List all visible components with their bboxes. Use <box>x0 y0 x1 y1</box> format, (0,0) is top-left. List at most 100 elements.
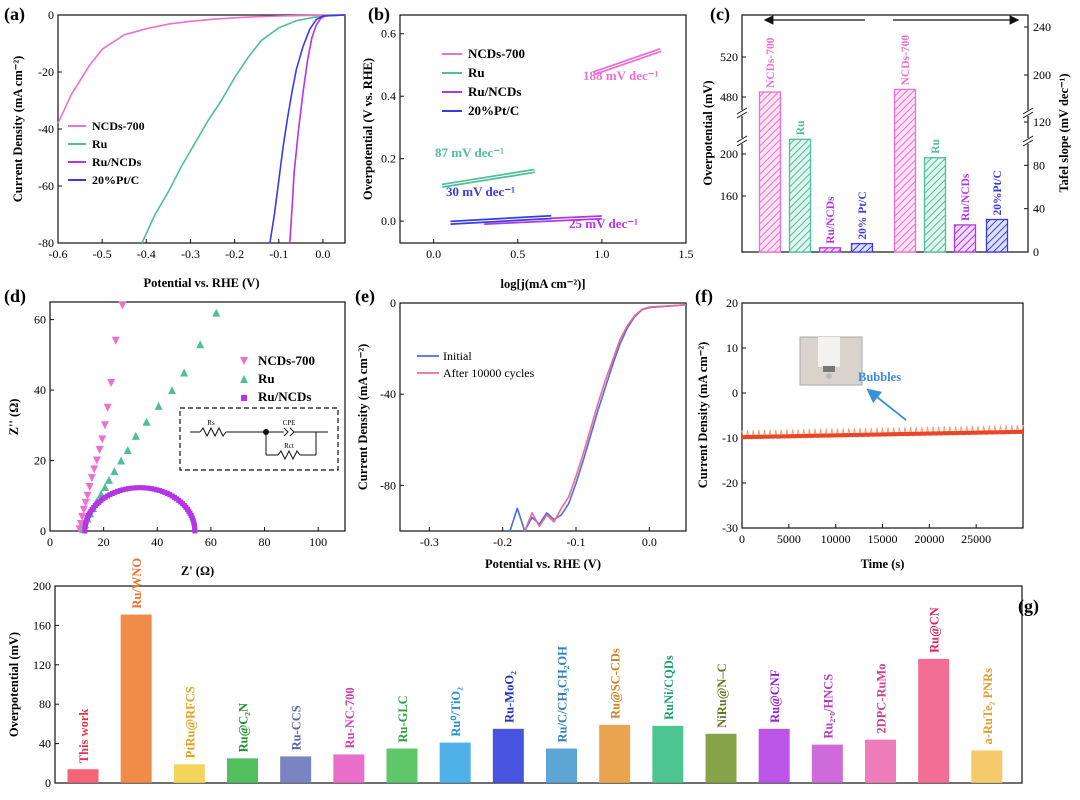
a-legend-label: NCDs-700 <box>92 119 145 133</box>
g-bar <box>67 769 99 783</box>
e-legend-label: After 10000 cycles <box>443 366 535 380</box>
d-legend-label: NCDs-700 <box>258 353 315 368</box>
d-x-tick-label: 40 <box>151 535 163 549</box>
d-point-runcds <box>125 486 131 492</box>
c-tafel-bar <box>985 218 1009 253</box>
c-tafel-bar <box>953 224 977 253</box>
a-legend-label: Ru <box>92 137 108 151</box>
panel-label-b: (b) <box>368 4 390 25</box>
g-bar <box>865 739 896 783</box>
d-point-ncds <box>83 491 92 500</box>
c-axis-break-mark <box>736 135 748 143</box>
e-series-Initial <box>509 304 687 532</box>
c-axis-break-gap <box>739 138 745 144</box>
d-legend-marker-runcds <box>241 395 247 401</box>
d-point-ncds <box>111 336 120 345</box>
g-bar <box>599 724 631 783</box>
g-y-tick-label: 160 <box>33 618 51 632</box>
a-legend-label: 20%Pt/C <box>92 173 139 187</box>
d-x-tick-label: 0 <box>47 535 53 549</box>
a-series-20%Pt/C <box>269 14 346 244</box>
g-bar-label: Ru-NC-700 <box>343 687 357 748</box>
e-legend-label: Initial <box>443 349 472 363</box>
a-x-tick-label: -0.2 <box>225 247 244 261</box>
d-x-tick-label: 20 <box>98 535 110 549</box>
d-point-runcds <box>145 485 151 491</box>
g-bar <box>173 764 205 783</box>
b-legend-label: Ru/NCDs <box>468 84 521 99</box>
g-bar-label: Ru₂.₀/HNCS <box>821 674 835 739</box>
d-point-ncds <box>79 505 88 514</box>
a-x-tick-label: 0.0 <box>315 247 330 261</box>
e-y-tick-label: -40 <box>380 387 396 401</box>
panel-label-a: (a) <box>4 4 25 25</box>
d-point-ru <box>180 368 189 377</box>
d-point-runcds <box>162 489 168 495</box>
d-point-ncds <box>87 474 96 483</box>
c-right-tick-label: 0 <box>1033 245 1039 259</box>
panel-label-d: (d) <box>4 286 26 307</box>
d-point-ncds <box>107 379 116 388</box>
c-overpotential-bar <box>818 247 842 253</box>
c-tafel-bar-label: NCDs-700 <box>900 35 912 86</box>
f-y-tick-label: -10 <box>722 431 738 445</box>
g-bar <box>546 748 577 783</box>
b-tafel-slope-label: 87 mV dec⁻¹ <box>435 145 504 160</box>
d-point-ru <box>154 401 163 410</box>
panel-label-c: (c) <box>710 4 730 25</box>
d-point-ncds <box>78 512 87 521</box>
g-bar <box>120 614 152 783</box>
g-bar <box>971 750 1003 783</box>
b-x-tick-label: 0.5 <box>510 247 525 261</box>
g-bar <box>918 658 950 783</box>
g-bar <box>386 748 418 783</box>
f-bubbles-label: Bubbles <box>858 370 901 384</box>
a-series-NCDs-700 <box>57 14 346 124</box>
c-axis-break-mark <box>736 111 748 119</box>
panel-g-comparison-bar-chart: 0 40 80 120 160 200 Overpotential (mV) This wor… <box>7 558 1023 790</box>
panel-label-f: (f) <box>695 286 713 307</box>
b-x-tick-label: 0.0 <box>426 247 441 261</box>
b-legend-label: NCDs-700 <box>468 46 525 61</box>
b-legend-label: 20%Pt/C <box>468 103 519 118</box>
d-point-ncds <box>118 301 127 310</box>
c-axis-break-gap <box>739 110 745 116</box>
g-bar-label: Ru-MoO₂ <box>502 671 516 723</box>
d-point-ru <box>100 482 109 491</box>
plot-frame <box>54 585 1023 784</box>
d-y-tick-label: 20 <box>34 454 46 468</box>
b-y-axis-title: Overpotential (V vs. RHE) <box>361 58 375 200</box>
c-axis-break-mark <box>736 107 748 115</box>
d-y-tick-label: 40 <box>34 383 46 397</box>
a-x-tick-label: -0.5 <box>93 247 112 261</box>
g-bar-label: Ru⁰/TiO₂ <box>449 687 463 737</box>
d-point-ncds <box>103 403 112 412</box>
c-axis-break-mark <box>1022 135 1034 143</box>
f-x-tick-label: 10000 <box>821 532 851 546</box>
f-y-tick-label: 0 <box>732 386 738 400</box>
plot-frame <box>49 301 346 532</box>
panel-label-g: (g) <box>1018 596 1039 617</box>
c-y-tick-label: 200 <box>720 147 738 161</box>
d-point-runcds <box>140 485 146 491</box>
d-point-runcds <box>192 528 198 534</box>
d-point-runcds <box>114 488 120 494</box>
g-bar-label: Ru-GLC <box>396 695 410 742</box>
c-overpotential-bar-label: Ru <box>795 120 807 135</box>
c-right-tick-label: 240 <box>1033 20 1051 34</box>
c-tafel-bar <box>923 157 947 253</box>
b-x-axis-title: log[j(mA cm⁻²)] <box>501 277 586 291</box>
b-legend-label: Ru <box>468 65 485 80</box>
d-point-runcds <box>143 485 149 491</box>
d-point-runcds <box>151 486 157 492</box>
d-circuit-label-rct: Rct <box>284 442 294 450</box>
panel-e-stability-lsv-chart: -0.3 -0.2 -0.1 0.0 -80 -40 0 Current Density (m… <box>356 296 687 571</box>
f-y-axis-title: Current Density (mA cm⁻²) <box>696 342 710 489</box>
d-legend-label: Ru <box>258 371 275 386</box>
f-stability-trend <box>741 429 1024 440</box>
d-point-ru <box>123 445 132 454</box>
g-bar-label: RuNi/CQDs <box>662 655 676 720</box>
f-x-axis-title: Time (s) <box>861 557 905 571</box>
c-right-tick-label: 80 <box>1033 158 1045 172</box>
c-right-tick-label: 120 <box>1033 115 1051 129</box>
